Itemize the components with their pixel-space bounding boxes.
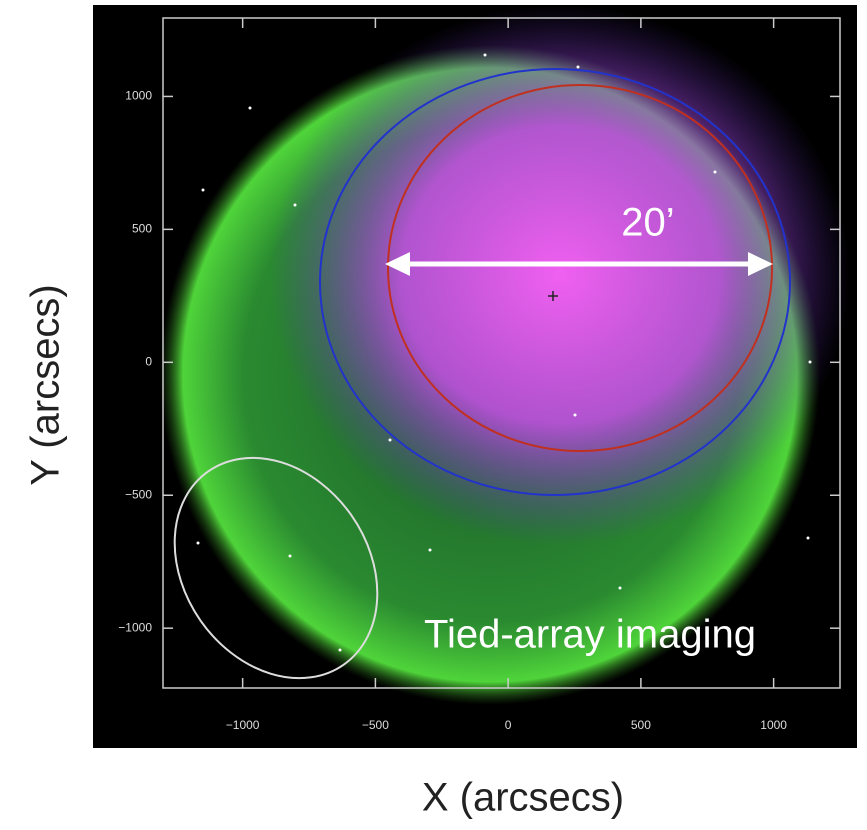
x-tick-label: 500 — [631, 718, 651, 732]
imaging-label: Tied-array imaging — [424, 613, 756, 657]
scale-label: 20’ — [621, 201, 674, 245]
y-tick-label: −1000 — [118, 620, 152, 634]
x-axis-title: X (arcsecs) — [422, 776, 624, 820]
y-tick-label: −500 — [125, 487, 152, 501]
x-tick-label: −500 — [362, 718, 389, 732]
y-axis-title: Y (arcsecs) — [24, 284, 68, 486]
x-tick-label: −1000 — [226, 718, 260, 732]
x-tick-label: 0 — [505, 718, 512, 732]
y-tick-label: 500 — [132, 222, 152, 236]
x-tick-label: 1000 — [760, 718, 787, 732]
figure: 20’ Tied-array imaging X (arcsecs) Y (ar… — [0, 0, 867, 830]
y-tick-label: 1000 — [125, 89, 152, 103]
y-tick-label: 0 — [145, 354, 152, 368]
